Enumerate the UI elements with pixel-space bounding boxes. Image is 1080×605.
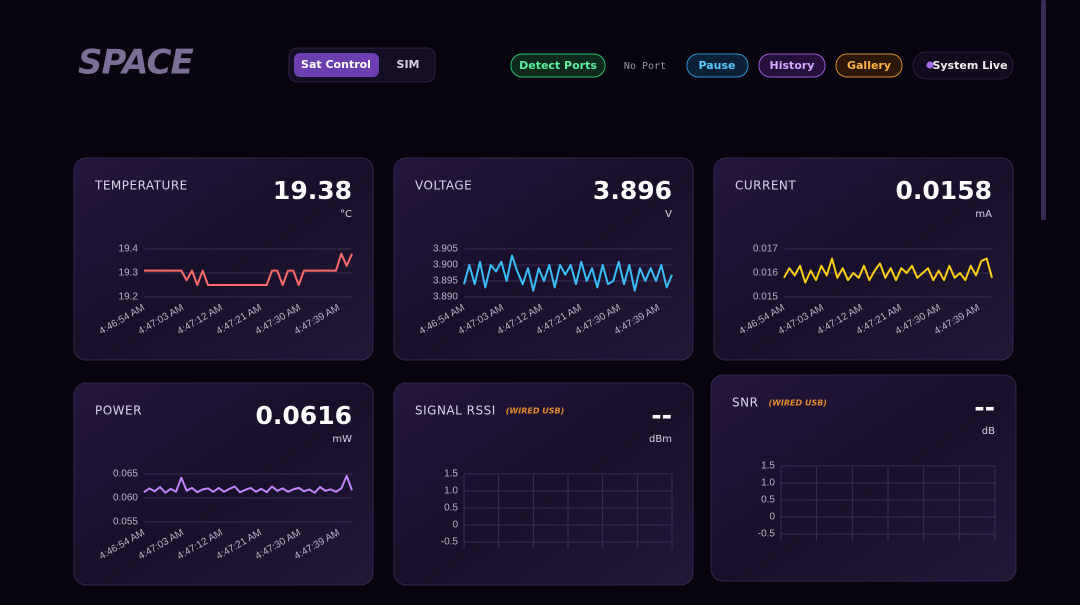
panel — [710, 374, 1017, 582]
unit: dB — [982, 426, 995, 437]
y-tick-label: 0.016 — [753, 268, 778, 279]
y-tick-label: 0.055 — [113, 517, 138, 528]
reading: -- — [974, 393, 995, 422]
panel — [393, 157, 694, 361]
unit: °C — [340, 209, 352, 220]
unit: mA — [975, 209, 992, 220]
y-tick-label: 0 — [452, 520, 458, 531]
panel-title: TEMPERATURE — [94, 179, 188, 193]
panel — [713, 157, 1014, 361]
panel-title: SIGNAL RSSI — [415, 404, 496, 418]
panel-title: SNR — [732, 396, 758, 410]
status-dot — [926, 61, 934, 69]
y-tick-label: 0 — [769, 512, 775, 523]
y-tick-label: 3.900 — [433, 260, 458, 271]
port-status: No Port — [624, 61, 666, 72]
data-line — [463, 254, 673, 292]
panel — [393, 382, 694, 586]
y-tick-label: 3.890 — [433, 292, 458, 303]
button[interactable] — [835, 53, 903, 78]
unit: dBm — [649, 434, 672, 445]
panel-title: CURRENT — [735, 179, 796, 193]
y-tick-label: 0.015 — [753, 292, 778, 303]
y-tick-label: 19.4 — [119, 244, 139, 255]
y-tick-label: 19.2 — [119, 292, 139, 303]
y-tick-label: 1.0 — [444, 486, 458, 497]
y-tick-label: 0.5 — [444, 503, 458, 514]
data-line — [144, 252, 353, 286]
reading: 3.896 — [593, 176, 672, 205]
y-tick-label: 0.017 — [753, 244, 778, 255]
y-tick-label: 3.905 — [433, 244, 458, 255]
panel — [73, 382, 374, 586]
y-tick-label: -0.5 — [758, 529, 776, 540]
button-label[interactable]: Gallery — [847, 59, 891, 72]
button-label[interactable]: Detect Ports — [519, 59, 597, 72]
y-tick-label: 1.5 — [444, 469, 458, 480]
button[interactable] — [686, 53, 749, 78]
button-label[interactable]: History — [770, 59, 815, 72]
y-tick-label: -0.5 — [441, 537, 459, 548]
panel-note: (WIRED USB) — [506, 407, 565, 416]
tab-active[interactable] — [294, 53, 379, 77]
y-tick-label: 3.895 — [433, 276, 458, 287]
logo: SPACE — [78, 43, 194, 83]
y-tick-label: 0.5 — [761, 495, 775, 506]
panel-title: POWER — [95, 404, 142, 418]
tab[interactable]: SIM — [397, 58, 420, 71]
reading: -- — [651, 401, 672, 430]
y-tick-label: 1.0 — [761, 478, 775, 489]
panel-title: VOLTAGE — [415, 179, 472, 193]
reading: 0.0158 — [896, 176, 992, 205]
status-label: System Live — [932, 59, 1007, 72]
data-line — [783, 257, 993, 284]
tab[interactable]: Sat Control — [301, 58, 371, 71]
unit: mW — [332, 434, 352, 445]
data-line — [143, 474, 353, 494]
y-tick-label: 0.060 — [113, 493, 138, 504]
panel — [73, 157, 374, 361]
unit: V — [665, 209, 672, 220]
button-label[interactable]: Pause — [698, 59, 735, 72]
button[interactable] — [510, 53, 606, 78]
button[interactable] — [758, 53, 826, 78]
y-tick-label: 19.3 — [119, 268, 139, 279]
panel-note: (WIRED USB) — [768, 399, 827, 408]
reading: 0.0616 — [256, 401, 352, 430]
scrollbar[interactable] — [1041, 0, 1046, 220]
status-pill — [912, 51, 1014, 80]
y-tick-label: 0.065 — [113, 469, 138, 480]
reading: 19.38 — [273, 176, 352, 205]
y-tick-label: 1.5 — [761, 461, 775, 472]
